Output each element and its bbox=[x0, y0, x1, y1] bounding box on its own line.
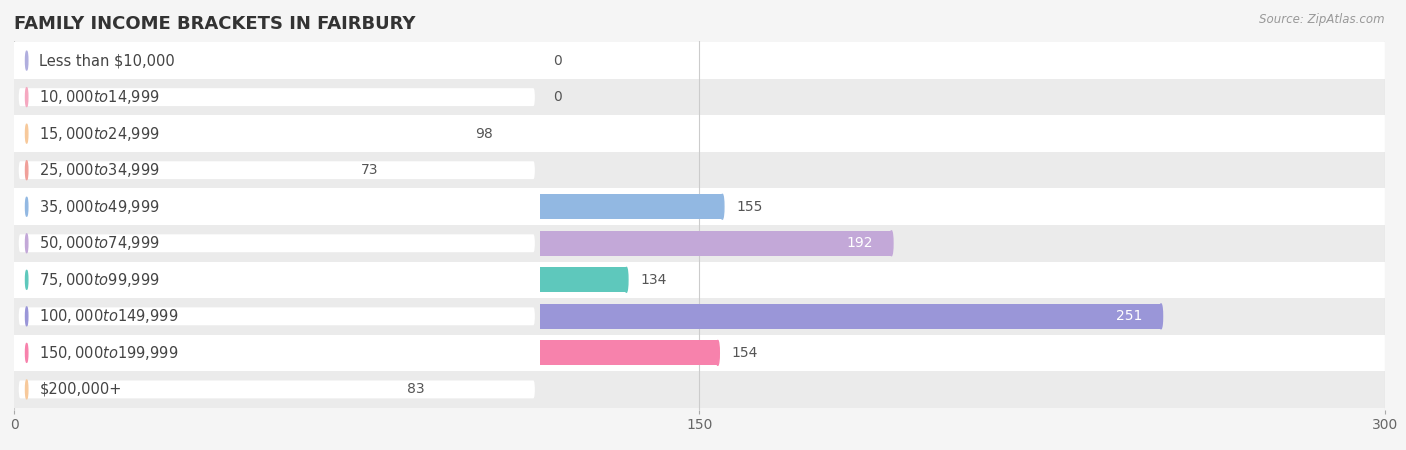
Bar bbox=[14, 371, 1385, 408]
Bar bbox=[14, 115, 1385, 152]
Text: $25,000 to $34,999: $25,000 to $34,999 bbox=[39, 161, 160, 179]
FancyBboxPatch shape bbox=[18, 161, 536, 179]
Circle shape bbox=[460, 121, 464, 146]
Text: $150,000 to $199,999: $150,000 to $199,999 bbox=[39, 344, 179, 362]
Text: 154: 154 bbox=[731, 346, 758, 360]
Circle shape bbox=[1160, 304, 1163, 329]
Circle shape bbox=[25, 88, 28, 107]
FancyBboxPatch shape bbox=[18, 380, 536, 398]
Bar bbox=[14, 261, 540, 298]
Text: 98: 98 bbox=[475, 126, 494, 141]
Text: $50,000 to $74,999: $50,000 to $74,999 bbox=[39, 234, 160, 252]
Text: $15,000 to $24,999: $15,000 to $24,999 bbox=[39, 125, 160, 143]
Text: Source: ZipAtlas.com: Source: ZipAtlas.com bbox=[1260, 14, 1385, 27]
Circle shape bbox=[25, 234, 28, 253]
Bar bbox=[14, 335, 540, 371]
Bar bbox=[14, 304, 1161, 329]
Text: $200,000+: $200,000+ bbox=[39, 382, 122, 397]
Bar bbox=[14, 225, 540, 261]
FancyBboxPatch shape bbox=[18, 271, 536, 289]
Text: 73: 73 bbox=[361, 163, 378, 177]
Circle shape bbox=[392, 377, 395, 402]
Bar bbox=[14, 121, 463, 146]
Bar bbox=[14, 298, 540, 335]
Bar bbox=[14, 267, 627, 292]
Bar bbox=[14, 79, 1385, 115]
Circle shape bbox=[716, 341, 720, 365]
FancyBboxPatch shape bbox=[18, 52, 536, 70]
Circle shape bbox=[25, 197, 28, 216]
Circle shape bbox=[25, 380, 28, 399]
Bar bbox=[14, 194, 723, 219]
Text: Less than $10,000: Less than $10,000 bbox=[39, 53, 174, 68]
Bar bbox=[14, 158, 347, 183]
Bar bbox=[14, 189, 540, 225]
Text: FAMILY INCOME BRACKETS IN FAIRBURY: FAMILY INCOME BRACKETS IN FAIRBURY bbox=[14, 15, 416, 33]
Bar bbox=[14, 335, 1385, 371]
Bar bbox=[14, 298, 1385, 335]
Text: 192: 192 bbox=[846, 236, 873, 250]
Circle shape bbox=[890, 231, 893, 256]
Circle shape bbox=[25, 51, 28, 70]
Text: $75,000 to $99,999: $75,000 to $99,999 bbox=[39, 271, 160, 289]
Bar bbox=[14, 341, 718, 365]
Circle shape bbox=[25, 343, 28, 362]
Text: 155: 155 bbox=[737, 200, 762, 214]
Bar bbox=[14, 225, 1385, 261]
FancyBboxPatch shape bbox=[18, 88, 536, 106]
Bar bbox=[14, 42, 540, 79]
Circle shape bbox=[721, 194, 724, 219]
Text: $100,000 to $149,999: $100,000 to $149,999 bbox=[39, 307, 179, 325]
FancyBboxPatch shape bbox=[18, 198, 536, 216]
Bar bbox=[14, 115, 540, 152]
Bar bbox=[14, 261, 1385, 298]
Circle shape bbox=[624, 267, 628, 292]
FancyBboxPatch shape bbox=[18, 307, 536, 325]
Text: 83: 83 bbox=[408, 382, 425, 396]
Circle shape bbox=[25, 270, 28, 289]
Circle shape bbox=[25, 307, 28, 326]
Bar bbox=[14, 42, 1385, 79]
Text: $10,000 to $14,999: $10,000 to $14,999 bbox=[39, 88, 160, 106]
FancyBboxPatch shape bbox=[18, 125, 536, 143]
Circle shape bbox=[25, 161, 28, 180]
Bar bbox=[14, 189, 1385, 225]
Circle shape bbox=[25, 124, 28, 143]
Text: 134: 134 bbox=[640, 273, 666, 287]
Text: 0: 0 bbox=[554, 54, 562, 68]
Bar bbox=[14, 377, 394, 402]
Text: $35,000 to $49,999: $35,000 to $49,999 bbox=[39, 198, 160, 216]
Bar bbox=[14, 231, 891, 256]
Bar bbox=[14, 152, 540, 189]
FancyBboxPatch shape bbox=[18, 234, 536, 252]
FancyBboxPatch shape bbox=[18, 344, 536, 362]
Bar bbox=[14, 152, 1385, 189]
Bar bbox=[14, 79, 540, 115]
Bar bbox=[14, 371, 540, 408]
Text: 251: 251 bbox=[1116, 309, 1143, 324]
Circle shape bbox=[346, 158, 349, 183]
Text: 0: 0 bbox=[554, 90, 562, 104]
